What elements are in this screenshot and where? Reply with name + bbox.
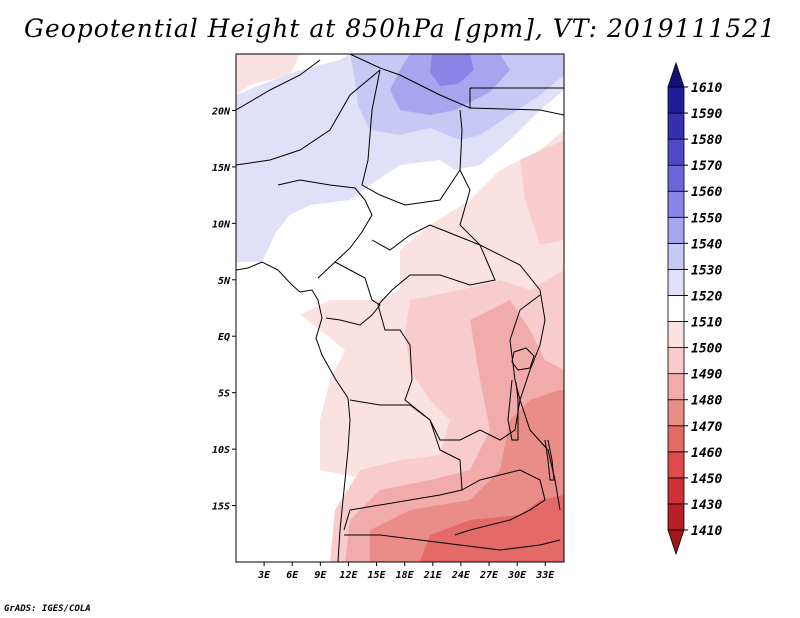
border-south: [344, 534, 561, 551]
colorbar-label: 1570: [691, 159, 722, 174]
lon-tick-label: 27E: [479, 570, 499, 581]
colorbar-box: [667, 399, 685, 427]
colorbar-box: [667, 112, 685, 140]
colorbar-box: [667, 86, 685, 114]
lon-tick-label: 12E: [339, 570, 358, 581]
colorbar-label: 1530: [691, 263, 722, 278]
colorbar-label: 1430: [691, 498, 722, 513]
lat-tick-label: 10S: [212, 445, 230, 456]
border-sahara: [236, 54, 564, 111]
map-frame: [235, 53, 565, 563]
colorbar-box: [667, 451, 685, 479]
colorbar-box: [667, 138, 685, 166]
border-drc: [377, 294, 541, 441]
lon-tick-label: 24E: [451, 570, 471, 581]
lat-tick-label: 5N: [218, 276, 231, 287]
lat-tick-label: 10N: [212, 219, 231, 230]
colorbar-box: [667, 269, 685, 296]
colorbar-label: 1580: [691, 133, 722, 148]
lat-tick-label: 15N: [212, 163, 231, 174]
border-niger-chad: [361, 69, 463, 206]
colorbar-label: 1520: [691, 289, 722, 304]
colorbar-box: [667, 347, 685, 375]
coastline-west-africa: [236, 261, 351, 562]
colorbar-bottom-triangle: [667, 529, 685, 556]
lon-tick-label: 15E: [368, 570, 387, 581]
map-title: Geopotential Height at 850hPa [gpm], VT:…: [23, 14, 777, 43]
colorbar-label: 1410: [691, 524, 722, 539]
colorbar-box: [667, 164, 685, 192]
colorbar-label: 1550: [691, 211, 722, 226]
colorbar-label: 1500: [691, 342, 722, 357]
country-borders: [236, 54, 564, 562]
colorbar-box: [667, 190, 685, 218]
border-mali-niger: [236, 69, 381, 166]
colorbar-label: 1610: [691, 81, 722, 96]
field-1500-nw: [236, 54, 300, 95]
grads-credit: GrADS: IGES/COLA: [4, 604, 91, 614]
colorbar-box: [667, 477, 685, 505]
colorbar-label: 1560: [691, 185, 722, 200]
colorbar-label: 1480: [691, 394, 722, 409]
colorbar-box: [667, 321, 685, 348]
geopotential-field: [236, 54, 564, 562]
border-cameroon: [325, 261, 381, 326]
colorbar-label: 1450: [691, 472, 722, 487]
colorbar-box: [667, 425, 685, 453]
lon-tick-label: 30E: [507, 570, 527, 581]
colorbar-box: [667, 295, 685, 322]
lon-tick-label: 21E: [423, 570, 443, 581]
colorbar-box: [667, 373, 685, 401]
colorbar-label: 1540: [691, 237, 722, 252]
border-sudan: [459, 107, 564, 291]
colorbar-label: 1510: [691, 316, 722, 331]
lat-tick-label: 15S: [212, 502, 230, 513]
colorbar: 1410 1430 1450 1460 1470 1480 1490 1500 1510 1520…: [667, 61, 722, 556]
lat-tick-label: 20N: [211, 106, 231, 117]
colorbar-label: 1470: [691, 420, 722, 435]
colorbar-top-triangle: [667, 61, 685, 88]
border-nigeria: [277, 179, 373, 279]
lon-tick-label: 33E: [535, 570, 555, 581]
lat-tick-label: EQ: [218, 332, 230, 343]
lat-axis: 20N 15N 10N 5N EQ 5S 10S 15S: [211, 106, 236, 513]
lon-tick-label: 6E: [286, 570, 299, 581]
colorbar-label: 1490: [691, 368, 722, 383]
colorbar-label: 1590: [691, 107, 722, 122]
lake-victoria: [511, 347, 535, 371]
colorbar-box: [667, 503, 685, 531]
lon-tick-label: 3E: [257, 570, 271, 581]
lat-tick-label: 5S: [218, 389, 230, 400]
lake-tanganyika: [507, 379, 519, 441]
lon-tick-label: 9E: [314, 570, 327, 581]
border-zambia: [454, 469, 546, 536]
field-1550-core: [430, 54, 474, 86]
border-car: [371, 224, 496, 306]
field-1490-ne: [520, 140, 564, 245]
lon-axis: 3E 6E 9E 12E 15E 18E 21E 24E 27E 30E 33E: [257, 562, 555, 581]
lake-malawi: [544, 439, 555, 481]
lon-tick-label: 18E: [396, 570, 415, 581]
colorbar-box: [667, 216, 685, 244]
colorbar-box: [667, 242, 685, 270]
colorbar-label: 1460: [691, 446, 722, 461]
field-1460-band: [420, 495, 564, 562]
border-angola: [343, 399, 463, 531]
